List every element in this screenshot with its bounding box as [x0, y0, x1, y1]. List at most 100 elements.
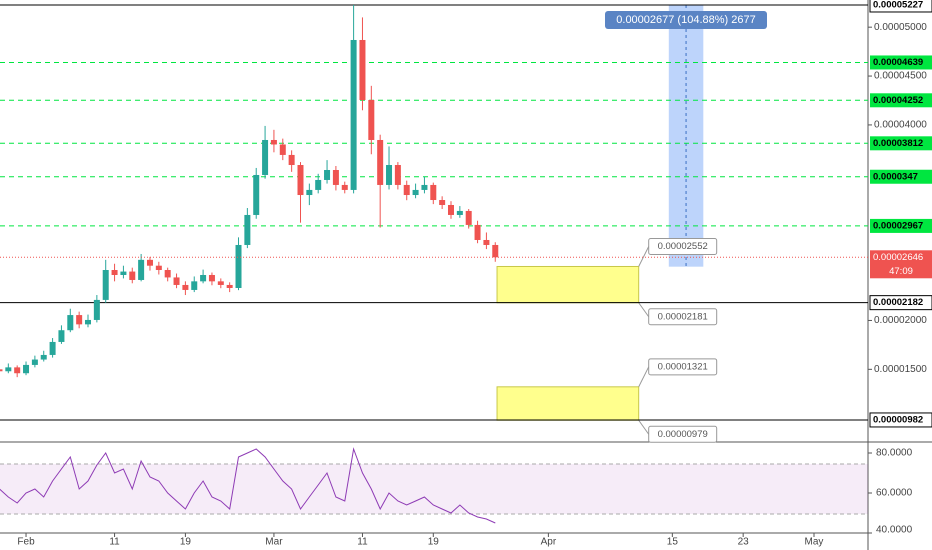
line-label: 0.00000982	[873, 414, 923, 425]
candle-body	[191, 281, 198, 290]
callout-pointer	[638, 366, 650, 388]
y-tick-label: 0.00004000	[874, 120, 927, 131]
candle-body	[394, 165, 401, 185]
candle-body	[0, 369, 3, 372]
y-tick-label: 0.00004500	[874, 71, 927, 82]
x-tick-label: 19	[180, 537, 192, 548]
candle-body	[368, 100, 375, 140]
level-label: 0.00004252	[873, 95, 923, 106]
rsi-line	[0, 447, 496, 524]
rsi-y-tick-label: 80.0000	[876, 448, 913, 459]
rsi-y-tick-label: 60.0000	[876, 488, 913, 499]
level-label-bg	[870, 218, 932, 233]
callout-label: 0.00002552	[658, 241, 708, 252]
timer-label: 47:09	[889, 266, 913, 277]
candle-body	[483, 239, 490, 245]
line-label-bg	[869, 295, 932, 311]
x-tick-label: Apr	[541, 537, 557, 548]
candle-body	[244, 214, 251, 245]
candle-body	[40, 354, 47, 360]
rsi-y-tick-label: 40.0000	[876, 525, 913, 536]
line-label-bg	[869, 0, 932, 13]
candle-body	[474, 224, 481, 240]
last-price-label: 0.00002646	[873, 252, 923, 263]
candle-body	[173, 277, 180, 285]
candle-body	[58, 330, 65, 342]
candle-body	[14, 367, 21, 374]
candle-body	[129, 271, 136, 280]
candle-body	[253, 174, 260, 215]
level-label: 0.00003812	[873, 138, 923, 149]
level-label: 0.0000347	[873, 171, 918, 182]
candle-body	[93, 299, 100, 320]
candle-body	[120, 271, 127, 275]
candle-body	[439, 200, 446, 205]
level-label-bg	[870, 136, 932, 151]
x-tick-label: 11	[357, 537, 368, 548]
level-label-bg	[870, 93, 932, 108]
candle-body	[315, 179, 322, 190]
candle-body	[279, 144, 286, 155]
zone	[496, 386, 640, 421]
callout-pointer	[638, 246, 650, 267]
candle-body	[262, 139, 269, 175]
candle-body	[5, 367, 12, 372]
callout-pointer	[638, 419, 650, 435]
candle-body	[217, 281, 224, 285]
x-tick-label: 11	[109, 537, 120, 548]
y-tick-label: 0.00002000	[874, 315, 927, 326]
candle-body	[350, 39, 357, 190]
candle-body	[208, 274, 215, 282]
candle-body	[324, 169, 331, 180]
candle-body	[421, 184, 428, 190]
candle-body	[164, 270, 171, 278]
callout-label: 0.00000979	[658, 429, 708, 440]
candle-body	[270, 139, 277, 145]
candle-body	[102, 270, 109, 300]
x-tick-label: Feb	[17, 537, 35, 548]
candle-body	[138, 259, 145, 280]
last-price-bg	[870, 250, 932, 279]
candle-body	[447, 204, 454, 215]
candle-body	[226, 284, 233, 288]
callout-box	[648, 358, 718, 376]
line-label-bg	[869, 412, 932, 428]
callout-label: 0.00001321	[658, 361, 708, 372]
candle-body	[67, 315, 74, 331]
candle-body	[288, 154, 295, 166]
callout-box	[648, 237, 718, 255]
line-label: 0.00002182	[873, 297, 923, 308]
callout-pointer	[638, 302, 650, 318]
level-label-bg	[870, 55, 932, 70]
x-tick-label: 23	[738, 537, 750, 548]
callout-box	[648, 308, 718, 326]
candle-body	[306, 189, 313, 196]
x-tick-label: May	[805, 537, 824, 548]
candle-body	[386, 165, 393, 185]
candle-body	[182, 284, 189, 290]
candle-body	[111, 270, 118, 275]
candle-body	[297, 165, 304, 196]
candle-body	[49, 341, 56, 355]
y-tick-label: 0.00005000	[874, 22, 927, 33]
candle-body	[85, 319, 92, 325]
line-label: 0.00005227	[873, 0, 923, 11]
candle-body	[341, 184, 348, 190]
x-tick-label: 15	[667, 537, 679, 548]
candle-body	[492, 244, 499, 258]
candle-body	[200, 274, 207, 282]
candle-body	[359, 39, 366, 101]
candle-body	[155, 265, 162, 271]
candle-body	[465, 210, 472, 225]
candle-body	[31, 359, 38, 365]
callout-label: 0.00002181	[658, 311, 708, 322]
x-tick-label: Mar	[265, 537, 283, 548]
rsi-band	[0, 464, 868, 514]
callout-box	[648, 425, 718, 443]
candle-body	[456, 210, 463, 215]
candle-body	[146, 259, 153, 266]
candle-body	[23, 364, 30, 374]
candle-body	[412, 189, 419, 196]
